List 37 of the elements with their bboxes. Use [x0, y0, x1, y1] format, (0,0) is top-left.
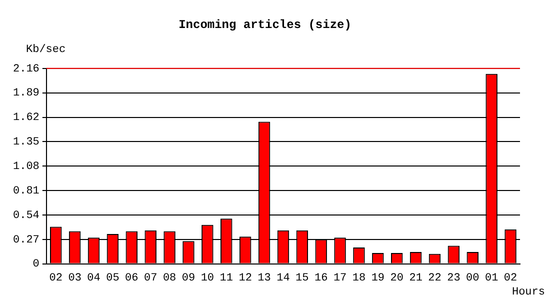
x-tick-label: 15	[296, 272, 309, 284]
y-tick-label: 1.62	[13, 112, 40, 124]
y-tick-label: 0	[32, 258, 40, 271]
x-tick-label: 07	[144, 272, 158, 284]
x-tick-label: 02	[49, 272, 62, 284]
x-tick-label: 21	[409, 272, 423, 284]
x-tick-label: 09	[182, 272, 196, 284]
x-tick-label: 02	[504, 272, 518, 284]
y-tick-label: 0.54	[13, 210, 40, 222]
y-tick-label: 0.81	[13, 185, 40, 198]
x-tick-label: 00	[466, 272, 480, 284]
x-tick-label: 16	[314, 272, 328, 284]
x-tick-label: 18	[352, 272, 366, 284]
y-tick-label: 1.35	[13, 136, 40, 149]
x-tick-label: 05	[106, 272, 120, 284]
y-tick-label: 0.27	[13, 234, 40, 246]
x-tick-label: 19	[371, 272, 385, 284]
x-tick-label: 13	[258, 272, 271, 284]
x-tick-label: 23	[447, 272, 460, 284]
x-tick-label: 10	[200, 272, 214, 284]
x-tick-label: 04	[87, 272, 101, 284]
x-axis-title: Hours	[512, 286, 545, 298]
x-tick-label: 03	[68, 272, 82, 284]
y-tick-label: 1.08	[13, 161, 40, 174]
x-tick-label: 14	[276, 272, 290, 284]
y-tick-label: 2.16	[13, 63, 40, 76]
x-tick-label: 01	[484, 272, 499, 284]
x-tick-label: 20	[390, 272, 404, 284]
x-tick-label: 22	[428, 272, 442, 284]
x-tick-label: 08	[162, 272, 176, 284]
y-tick-label: 1.89	[13, 88, 40, 100]
x-tick-label: 17	[333, 272, 347, 284]
x-tick-label: 11	[220, 272, 234, 284]
x-tick-label: 06	[125, 272, 138, 284]
x-tick-label: 12	[238, 272, 252, 284]
chart-title: Incoming articles (size)	[178, 18, 352, 32]
y-axis-title: Kb/sec	[26, 44, 66, 56]
